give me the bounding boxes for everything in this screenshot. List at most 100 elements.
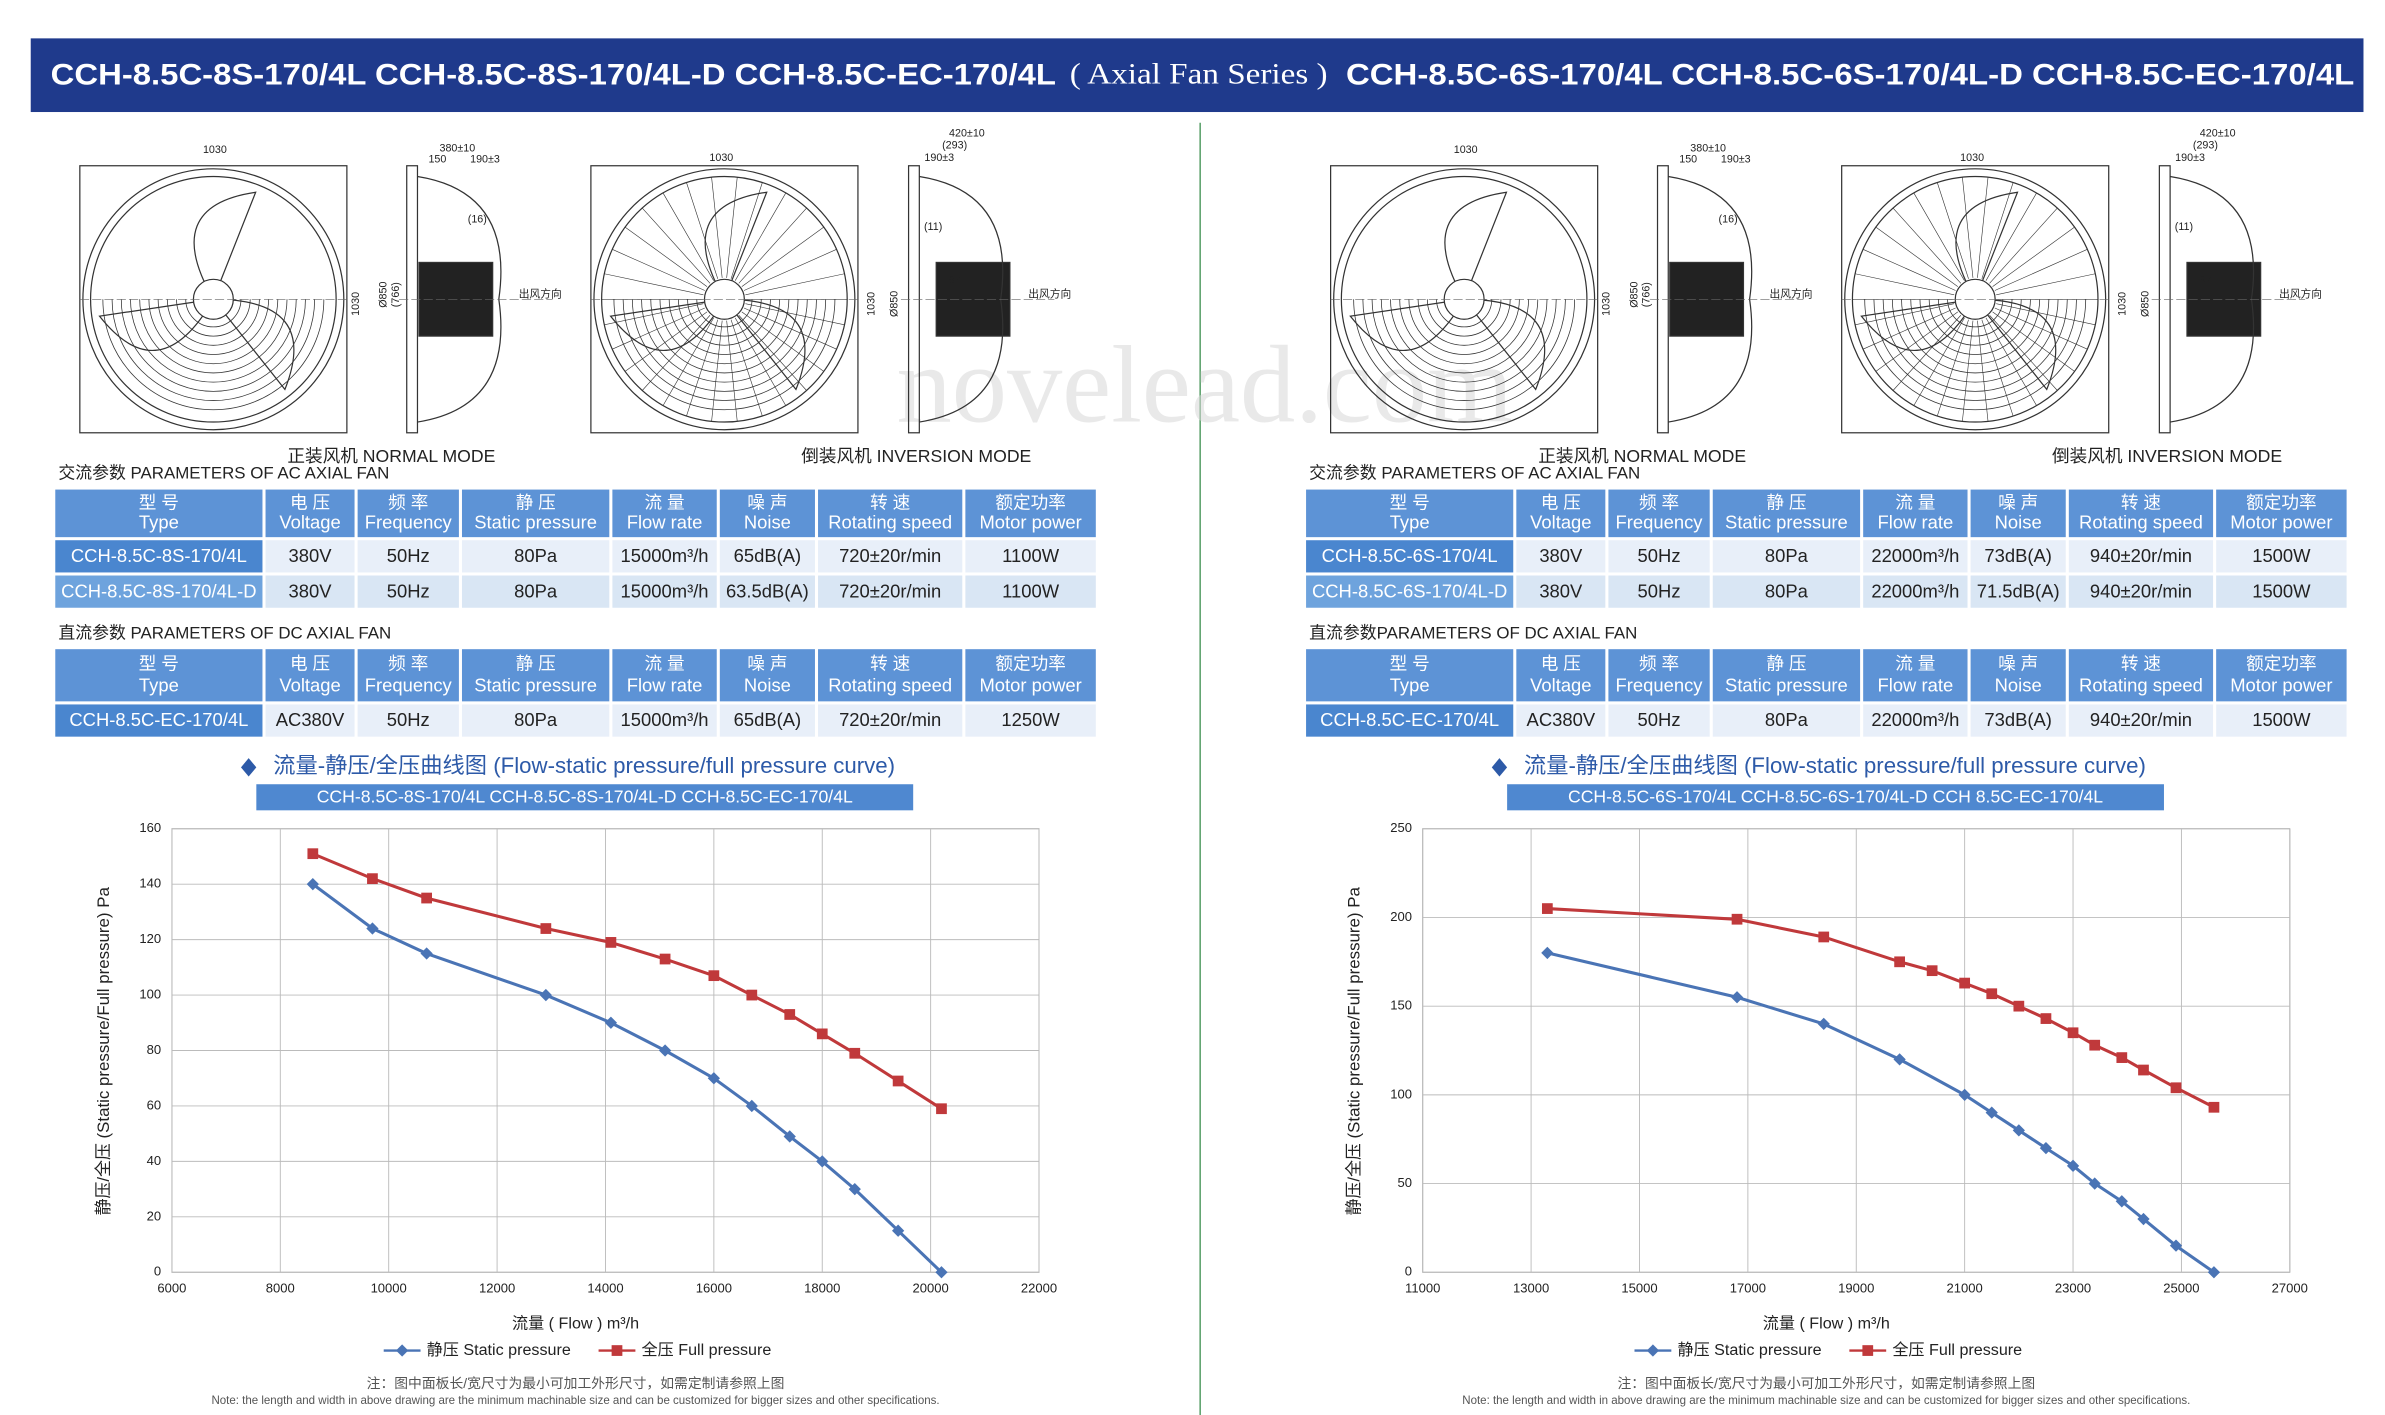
dimension-label: 出风方向 (1770, 288, 1813, 301)
header-cn: 静 压 (1766, 653, 1806, 673)
data-point (936, 1103, 947, 1115)
header-cn: 静 压 (516, 653, 556, 673)
header-cell (2068, 649, 2214, 702)
header-en: Voltage (1530, 675, 1591, 696)
dimension-label: 1030 (350, 292, 362, 316)
data-cell (2068, 704, 2214, 737)
fan-guard (622, 299, 827, 401)
fan-guard (613, 299, 836, 411)
fan-spoke (1875, 226, 1958, 287)
data-point (2169, 1239, 2183, 1252)
dimension-label: 出风方向 (2279, 288, 2322, 301)
header-cn: 型 号 (139, 653, 179, 673)
data-cell (1970, 540, 2066, 573)
header-cn: 型 号 (139, 493, 179, 513)
data-cell (461, 575, 610, 608)
data-cell (357, 704, 459, 737)
dimension-label: 出风方向 (519, 288, 562, 301)
data-cell (1608, 575, 1710, 608)
cell-text: 1500W (2252, 545, 2311, 566)
dimension-label: 97 (2199, 275, 2211, 287)
y-tick-label: 0 (154, 1264, 161, 1279)
cell-text: 940±20r/min (2090, 545, 2192, 566)
mode-label: 正装风机 NORMAL MODE (287, 446, 495, 466)
data-cell (965, 704, 1096, 737)
data-cell (818, 704, 963, 737)
dimension-label: 190±3 (470, 153, 500, 165)
fan-guard (1873, 299, 2077, 401)
data-point (1730, 991, 1744, 1004)
data-point (2208, 1101, 2220, 1113)
data-point (816, 1155, 829, 1168)
header-en: Flow rate (1877, 675, 1953, 696)
dimension-label: (11) (2175, 221, 2193, 233)
header-models-left: CCH-8.5C-8S-170/4L CCH-8.5C-8S-170/4L-D … (51, 59, 1056, 91)
fan-spoke (734, 192, 787, 281)
cell-text: 380V (1539, 545, 1583, 566)
fan-spoke (730, 182, 763, 279)
data-point (2039, 1141, 2053, 1155)
fan-spoke (1913, 192, 1965, 281)
mode-label: 正装风机 NORMAL MODE (1538, 446, 1746, 466)
fan-guard (1864, 299, 2087, 411)
dimension-label: 380±10 (440, 143, 476, 155)
header-en: Voltage (279, 675, 340, 696)
fan-guard (176, 299, 251, 337)
fan-spoke (743, 307, 837, 350)
fan-spoke (711, 177, 723, 278)
data-cell (357, 540, 459, 573)
data-point (1893, 1053, 1906, 1066)
dimension-label: 1030 (2116, 292, 2128, 316)
fan-guard (1426, 299, 1502, 337)
header-en: Flow rate (627, 512, 703, 533)
fan-guard (1901, 299, 2050, 374)
model-cell (55, 575, 263, 608)
dimension-label: (11) (924, 221, 942, 233)
header-cell (612, 489, 717, 538)
cell-text: 73dB(A) (1984, 709, 2052, 730)
fan-guard (1408, 299, 1520, 355)
fan-spoke (662, 192, 714, 281)
data-point (2116, 1052, 2128, 1063)
header-en: Voltage (1530, 512, 1591, 533)
fan-guard (1891, 299, 2059, 383)
header-en: Motor power (979, 512, 1081, 533)
header-en: Type (1390, 512, 1430, 533)
fan-blade (1463, 298, 1546, 391)
header-cell (1306, 489, 1514, 538)
data-point (849, 1047, 861, 1059)
header-en: Static pressure (1725, 512, 1848, 533)
data-cell (1516, 575, 1606, 608)
header-cn: 型 号 (1390, 493, 1430, 513)
header-cell (265, 649, 355, 702)
header-cell (1970, 649, 2066, 702)
data-cell (1712, 575, 1861, 608)
dimension-label: 420±10 (949, 127, 985, 139)
dimension-label: 1030 (203, 144, 227, 156)
fan-spoke (1994, 307, 2088, 350)
header-en: Rotating speed (2079, 512, 2203, 533)
cell-text: 50Hz (1638, 709, 1681, 730)
data-cell (818, 540, 963, 573)
data-cell (719, 575, 815, 608)
fan-spoke (686, 182, 719, 279)
data-point (611, 1345, 623, 1356)
header-cn: 电 压 (1541, 493, 1581, 513)
cell-text: 80Pa (514, 580, 558, 601)
dimension-label: Ø850 (378, 282, 390, 308)
data-point (1541, 903, 1553, 914)
chart-subtitle: CCH-8.5C-8S-170/4L CCH-8.5C-8S-170/4L-D … (317, 787, 853, 807)
mode-label: 倒装风机 INVERSION MODE (801, 446, 1031, 466)
header-cell (2216, 489, 2347, 538)
model-cell (55, 704, 263, 737)
fan-guard (139, 299, 288, 374)
data-point (367, 873, 378, 885)
header-cn: 型 号 (1390, 653, 1430, 673)
header-cn: 转 速 (870, 493, 910, 513)
fan-spoke (1936, 182, 1969, 279)
fan-spoke (1985, 192, 2037, 281)
header-en: Type (1390, 675, 1430, 696)
fan-guard (130, 299, 297, 383)
